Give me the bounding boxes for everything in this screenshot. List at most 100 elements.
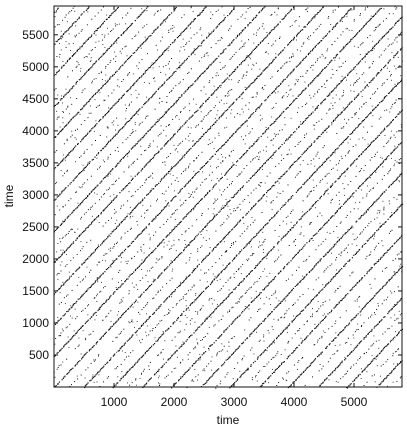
- recurrence-point: [336, 53, 339, 55]
- recurrence-point: [317, 310, 318, 312]
- recurrence-point: [117, 162, 119, 165]
- recurrence-point: [209, 220, 211, 222]
- recurrence-point: [85, 384, 87, 386]
- recurrence-point: [345, 60, 346, 62]
- recurrence-point: [215, 277, 217, 279]
- recurrence-point: [193, 144, 195, 146]
- recurrence-point: [269, 218, 271, 221]
- recurrence-point: [164, 19, 166, 21]
- recurrence-point: [290, 211, 292, 212]
- recurrence-point: [134, 52, 136, 54]
- recurrence-point: [285, 108, 287, 110]
- recurrence-point: [95, 60, 98, 62]
- recurrence-point: [336, 70, 338, 71]
- recurrence-point: [293, 240, 295, 242]
- recurrence-point: [141, 356, 143, 358]
- recurrence-point: [255, 375, 257, 377]
- recurrence-point: [89, 224, 91, 226]
- recurrence-point: [64, 250, 66, 253]
- recurrence-point: [244, 308, 247, 310]
- recurrence-point: [370, 361, 372, 363]
- recurrence-point: [141, 262, 143, 264]
- recurrence-point: [390, 339, 392, 341]
- recurrence-point: [310, 207, 312, 209]
- recurrence-point: [253, 253, 255, 255]
- recurrence-point: [119, 192, 121, 194]
- recurrence-point: [312, 80, 314, 82]
- recurrence-point: [232, 243, 234, 245]
- recurrence-point: [63, 158, 65, 160]
- recurrence-point: [86, 320, 88, 322]
- recurrence-point: [242, 373, 244, 375]
- recurrence-point: [71, 55, 74, 57]
- recurrence-point: [112, 12, 114, 14]
- recurrence-point: [332, 167, 334, 169]
- recurrence-point: [365, 23, 367, 25]
- recurrence-point: [281, 81, 283, 83]
- recurrence-point: [189, 117, 191, 119]
- recurrence-point: [142, 42, 144, 45]
- recurrence-point: [116, 320, 118, 322]
- recurrence-point: [376, 105, 379, 107]
- recurrence-point: [321, 54, 323, 56]
- recurrence-point: [294, 160, 296, 163]
- recurrence-point: [245, 370, 247, 372]
- recurrence-point: [262, 8, 264, 10]
- recurrence-point: [120, 299, 122, 301]
- recurrence-point: [288, 324, 290, 326]
- recurrence-point: [243, 60, 245, 62]
- recurrence-point: [252, 18, 254, 20]
- recurrence-point: [186, 182, 188, 185]
- recurrence-point: [140, 13, 142, 16]
- recurrence-point: [393, 243, 395, 245]
- recurrence-point: [253, 189, 255, 191]
- recurrence-point: [132, 350, 134, 352]
- recurrence-point: [286, 154, 288, 156]
- recurrence-point: [198, 358, 200, 360]
- recurrence-point: [317, 230, 320, 232]
- recurrence-point: [177, 98, 180, 101]
- recurrence-point: [170, 200, 172, 202]
- recurrence-point: [183, 170, 184, 172]
- recurrence-point: [65, 280, 67, 282]
- recurrence-point: [122, 314, 124, 316]
- recurrence-point: [371, 63, 373, 65]
- recurrence-point: [387, 141, 389, 143]
- recurrence-point: [159, 274, 161, 276]
- recurrence-point: [211, 156, 213, 158]
- recurrence-point: [79, 298, 81, 300]
- recurrence-point: [313, 172, 315, 174]
- recurrence-point: [241, 171, 243, 173]
- recurrence-point: [335, 259, 337, 261]
- recurrence-point: [153, 311, 155, 314]
- recurrence-point: [319, 196, 321, 198]
- recurrence-point: [302, 340, 304, 342]
- recurrence-point: [54, 136, 56, 138]
- recurrence-point: [140, 170, 142, 172]
- recurrence-point: [215, 199, 217, 201]
- recurrence-point: [210, 220, 212, 222]
- recurrence-point: [304, 182, 306, 184]
- recurrence-point: [300, 123, 302, 125]
- recurrence-point: [329, 155, 332, 157]
- recurrence-point: [147, 67, 150, 69]
- recurrence-point: [340, 66, 342, 67]
- recurrence-point: [356, 64, 358, 66]
- recurrence-point: [316, 107, 318, 109]
- recurrence-point: [271, 62, 273, 64]
- recurrence-point: [335, 243, 337, 245]
- recurrence-point: [171, 354, 173, 356]
- recurrence-point: [217, 337, 219, 339]
- recurrence-point: [304, 213, 306, 215]
- recurrence-point: [159, 242, 161, 244]
- recurrence-point: [228, 295, 230, 297]
- recurrence-point: [241, 281, 243, 283]
- recurrence-point: [61, 284, 63, 286]
- recurrence-point: [338, 83, 340, 85]
- recurrence-point: [306, 210, 309, 213]
- recurrence-point: [298, 157, 300, 160]
- recurrence-point: [190, 289, 192, 291]
- recurrence-point: [79, 46, 81, 48]
- recurrence-point: [120, 160, 122, 162]
- recurrence-point: [218, 85, 221, 87]
